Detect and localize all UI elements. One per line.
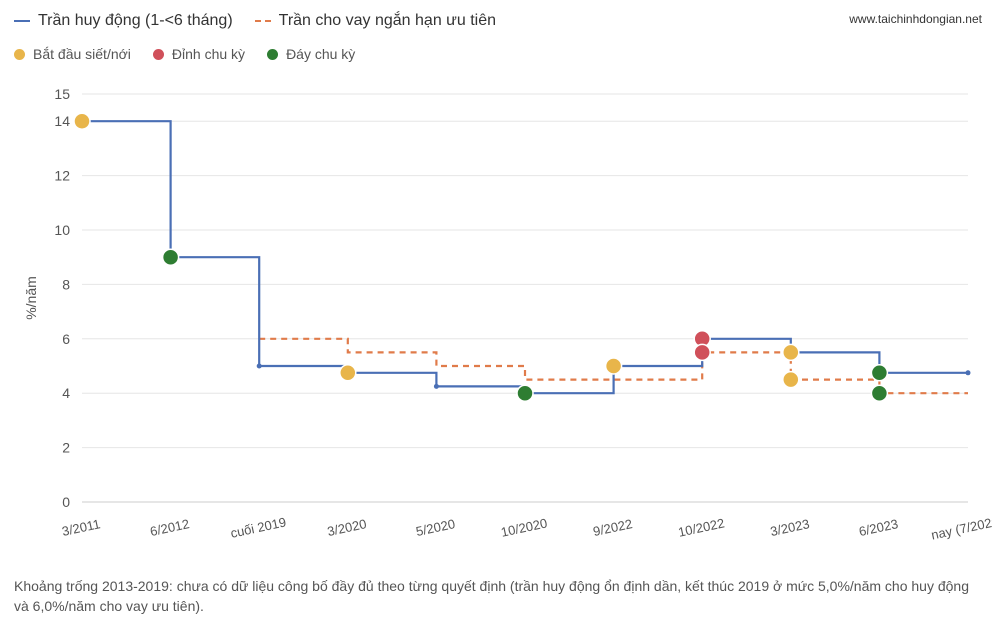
cycle-marker (604, 357, 623, 375)
legend-swatch-lending (254, 20, 271, 22)
y-tick-label: 2 (62, 440, 70, 456)
deposit-point (433, 383, 439, 389)
x-axis: 3/2011 6/2012 cuối 2019 3/2020 5/2020 10/2020… (61, 501, 992, 543)
legend-dot-start (14, 48, 25, 60)
cycle-marker (516, 384, 534, 402)
footnote: Khoảng trống 2013-2019: chưa có dữ liệu … (14, 578, 969, 614)
cycle-marker (870, 364, 889, 382)
cycle-marker (782, 343, 800, 362)
cycle-marker (161, 248, 180, 266)
deposit-point (965, 370, 971, 376)
y-tick-label: 4 (62, 385, 70, 401)
x-tick-label: 3/2023 (769, 516, 811, 539)
y-tick-label: 6 (62, 331, 70, 347)
series-line-deposit (82, 120, 968, 395)
legend-item-trough[interactable]: Đáy chu kỳ (267, 46, 355, 62)
legend-label-lending: Trần cho vay ngắn hạn ưu tiên (278, 12, 497, 29)
cycle-marker (73, 112, 91, 130)
y-axis-label: %/năm (23, 276, 39, 320)
legend-item-lending[interactable]: Trần cho vay ngắn hạn ưu tiên (254, 12, 497, 30)
series-line-lending (259, 337, 968, 395)
legend-series: Trần huy động (1-<6 tháng) Trần cho vay … (14, 12, 496, 30)
legend-label-trough: Đáy chu kỳ (286, 46, 356, 62)
x-tick-label: 3/2011 (61, 516, 102, 539)
y-tick-label: 10 (54, 222, 70, 238)
x-tick-label: 10/2022 (677, 515, 726, 539)
legend-item-start[interactable]: Bắt đầu siết/nới (14, 46, 131, 62)
x-tick-label: 6/2023 (857, 516, 899, 539)
y-tick-label: 12 (54, 168, 70, 184)
y-tick-label: 15 (54, 86, 70, 102)
source-url: www.taichinhdongian.net (849, 12, 982, 26)
legend-dot-trough (267, 48, 279, 60)
x-tick-label: 6/2012 (149, 516, 191, 539)
cycle-markers (73, 112, 889, 402)
x-tick-label: nay (7/2026) (930, 513, 992, 543)
cycle-marker (870, 384, 889, 402)
series-lines (79, 118, 971, 396)
y-tick-label: 0 (62, 494, 70, 510)
y-axis: 0 2 4 6 8 10 12 14 15 %/năm (23, 86, 70, 510)
cycle-marker (782, 370, 800, 389)
x-tick-label: 10/2020 (500, 515, 549, 539)
x-tick-label: 3/2020 (326, 516, 368, 539)
cycle-marker (339, 364, 357, 382)
y-tick-label: 14 (54, 113, 70, 129)
cycle-marker (693, 343, 711, 362)
deposit-point (256, 363, 262, 369)
legend-item-deposit[interactable]: Trần huy động (1-<6 tháng) (14, 12, 233, 30)
legend-dot-peak (152, 48, 164, 60)
legend-label-peak: Đỉnh chu kỳ (171, 46, 246, 62)
x-tick-label: cuối 2019 (229, 514, 287, 540)
legend-markers: Bắt đầu siết/nới Đỉnh chu kỳ Đáy chu kỳ (14, 46, 355, 62)
legend-swatch-deposit (14, 20, 30, 22)
y-tick-label: 8 (62, 276, 70, 292)
x-tick-label: 5/2020 (414, 516, 456, 539)
legend-label-start: Bắt đầu siết/nới (33, 46, 131, 62)
legend-item-peak[interactable]: Đỉnh chu kỳ (152, 46, 246, 62)
grid-lines (82, 93, 968, 503)
x-tick-label: 9/2022 (592, 516, 634, 539)
legend-label-deposit: Trần huy động (1-<6 tháng) (38, 12, 233, 29)
